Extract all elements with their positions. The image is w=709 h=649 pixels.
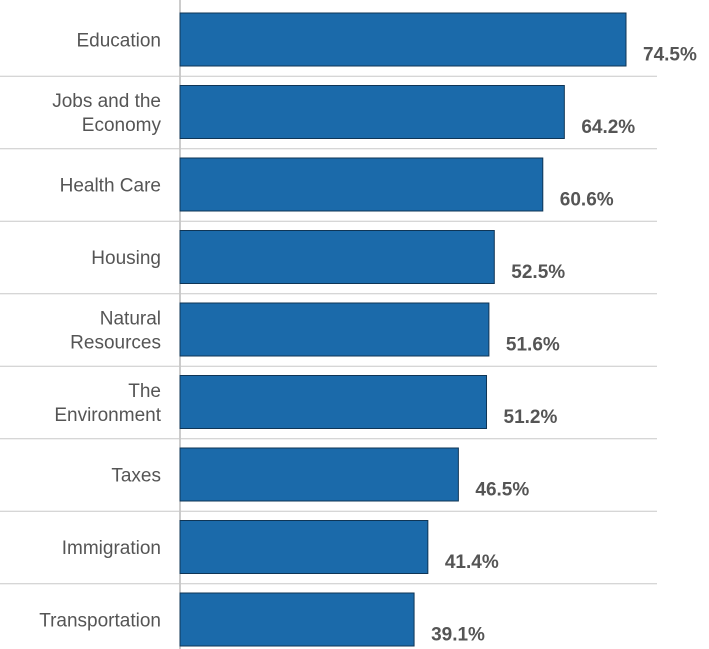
bar bbox=[179, 85, 565, 139]
bar bbox=[179, 157, 544, 212]
category-label: Transportation bbox=[39, 611, 161, 632]
bar bbox=[179, 302, 490, 357]
bar bbox=[179, 447, 459, 502]
value-label: 64.2% bbox=[581, 117, 635, 138]
category-label: Health Care bbox=[60, 176, 161, 197]
value-label: 74.5% bbox=[643, 45, 697, 66]
bar bbox=[179, 12, 627, 67]
value-label: 46.5% bbox=[475, 480, 529, 501]
category-label: Jobs and the Economy bbox=[52, 91, 161, 136]
category-label: Housing bbox=[91, 248, 161, 269]
bar bbox=[179, 592, 415, 647]
category-label: Taxes bbox=[111, 466, 161, 487]
value-label: 51.6% bbox=[506, 335, 560, 356]
category-label: The Environment bbox=[54, 381, 161, 426]
category-label: Education bbox=[76, 31, 161, 52]
bar bbox=[179, 520, 429, 574]
value-label: 52.5% bbox=[511, 262, 565, 283]
value-label: 39.1% bbox=[431, 625, 485, 646]
category-label: Natural Resources bbox=[70, 309, 161, 354]
bar bbox=[179, 375, 488, 429]
category-label: Immigration bbox=[62, 538, 161, 559]
value-label: 51.2% bbox=[504, 407, 558, 428]
value-label: 60.6% bbox=[560, 190, 614, 211]
bar bbox=[179, 230, 495, 284]
value-label: 41.4% bbox=[445, 552, 499, 573]
